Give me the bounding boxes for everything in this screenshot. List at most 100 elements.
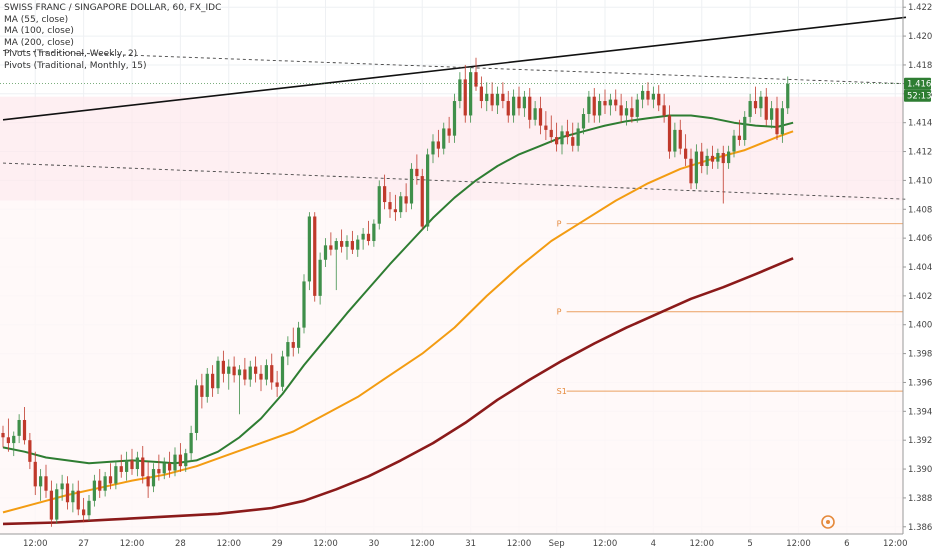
legend-ma200[interactable]: MA (200, close) <box>4 37 74 48</box>
candle-down <box>753 101 758 109</box>
candle-down <box>275 382 279 387</box>
candle-up <box>512 96 516 116</box>
candle-down <box>603 101 607 106</box>
trendline-dashed <box>2 162 907 200</box>
candle-up <box>560 131 564 145</box>
candle-down <box>646 90 650 100</box>
x-tick-label: 12:00 <box>217 539 242 549</box>
y-tick-label: 1.3920 <box>908 436 932 446</box>
trendlines <box>2 16 907 200</box>
x-tick-label: Sep <box>549 539 565 549</box>
candle-down <box>350 241 354 250</box>
tradingview-logo-icon[interactable] <box>821 515 835 529</box>
range-band-fill <box>0 96 903 201</box>
x-tick-label: 30 <box>368 539 379 549</box>
candle-up <box>135 457 139 470</box>
candle-down <box>65 483 70 503</box>
candle-up <box>302 281 306 328</box>
candle-up <box>399 196 403 213</box>
candle-up <box>372 223 376 242</box>
candle-up <box>297 327 301 348</box>
candle-up <box>17 419 21 436</box>
candle-down <box>1 432 5 438</box>
candle-up <box>694 151 698 184</box>
candle-up <box>732 135 736 152</box>
candle-down <box>549 129 553 138</box>
legend-ma100[interactable]: MA (100, close) <box>4 26 74 36</box>
x-tick-label: 12:00 <box>786 539 811 549</box>
candle-down <box>291 342 295 348</box>
candle-up <box>227 366 231 374</box>
candle-down <box>474 72 478 87</box>
candle-up <box>248 366 252 380</box>
price-badge-background <box>904 77 931 90</box>
candle-down <box>721 152 725 164</box>
ma100-line <box>2 130 794 514</box>
candle-down <box>141 457 145 477</box>
trendline-dashed <box>2 50 907 85</box>
y-tick-label: 1.4040 <box>908 263 932 273</box>
candle-up <box>426 154 430 227</box>
candle-up <box>431 141 435 155</box>
y-tick-label: 1.4220 <box>908 3 932 13</box>
x-tick-label: 12:00 <box>120 539 145 549</box>
candle-down <box>490 93 494 106</box>
candle-down <box>436 141 440 149</box>
candle-up <box>469 72 473 116</box>
candle-up <box>608 99 612 106</box>
y-tick-label: 1.4100 <box>908 176 932 186</box>
candle-up <box>162 463 166 474</box>
trendline-solid <box>2 16 907 121</box>
candle-up <box>641 90 645 100</box>
candle-down <box>662 105 666 116</box>
moving-averages <box>2 114 794 526</box>
candle-down <box>33 461 37 487</box>
x-tick-label: 12:00 <box>507 539 532 549</box>
candle-down <box>506 101 510 116</box>
candle-down <box>538 108 543 126</box>
candle-up <box>786 83 790 109</box>
candle-down <box>700 151 704 166</box>
candle-up <box>743 116 747 140</box>
candle-up <box>103 476 107 491</box>
y-tick-label: 1.4180 <box>908 61 932 71</box>
legend-pivots-monthly[interactable]: Pivots (Traditional, Monthly, 15) <box>4 60 147 71</box>
y-tick-label: 1.3900 <box>908 465 932 475</box>
candle-up <box>442 128 446 149</box>
candle-down <box>157 469 161 474</box>
candle-up <box>87 500 91 516</box>
candle-down <box>479 86 483 102</box>
candle-up <box>307 216 311 282</box>
candle-down <box>571 137 575 146</box>
candle-up <box>264 365 268 380</box>
countdown-badge-background <box>904 89 931 102</box>
y-tick-label: 1.4080 <box>908 205 932 215</box>
x-tick-label: 12:00 <box>410 539 435 549</box>
candle-up <box>673 129 677 152</box>
y-tick-label: 1.3940 <box>908 407 932 417</box>
legend-pivots-weekly[interactable]: Pivots (Traditional, Weekly, 2) <box>4 49 138 59</box>
y-tick-label: 1.4060 <box>908 234 932 244</box>
candle-up <box>39 476 43 487</box>
x-tick-label: 12:00 <box>883 539 908 549</box>
candle-up <box>151 469 156 487</box>
chart-legend: SWISS FRANC / SINGAPORE DOLLAR, 60, FX_I… <box>4 3 221 72</box>
legend-ma55[interactable]: MA (55, close) <box>4 14 69 25</box>
candle-down <box>76 490 80 510</box>
candle-up <box>286 342 290 357</box>
candle-down <box>657 93 661 106</box>
legend-title[interactable]: SWISS FRANC / SINGAPORE DOLLAR, 60, FX_I… <box>4 3 222 13</box>
x-tick-label: 31 <box>465 539 476 549</box>
candle-up <box>125 460 129 472</box>
candle-up <box>748 101 752 117</box>
candle-up <box>458 79 462 102</box>
ma200-line <box>2 257 794 526</box>
candle-down <box>555 137 559 145</box>
x-tick-label: 12:00 <box>593 539 618 549</box>
candle-up <box>60 483 64 490</box>
candle-down <box>6 437 10 444</box>
x-tick-label: 5 <box>747 539 752 549</box>
candle-down <box>313 216 317 296</box>
candle-down <box>340 241 344 247</box>
